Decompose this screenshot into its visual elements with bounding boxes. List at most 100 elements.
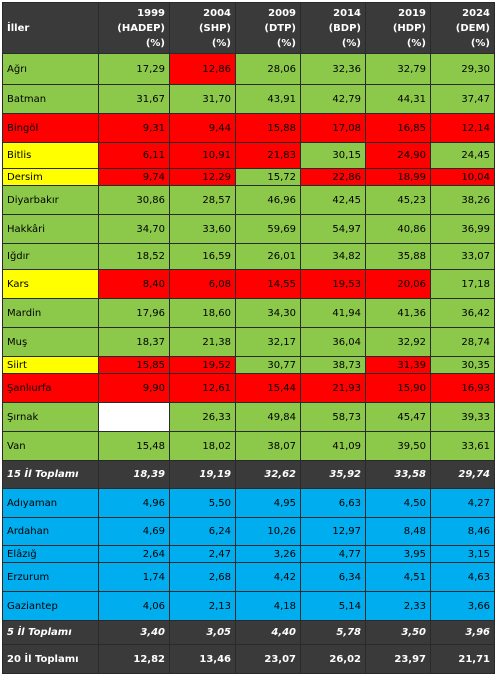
vote-share-cell: 10,26 — [235, 517, 301, 546]
province-name-cell: 15 İl Toplamı — [2, 460, 99, 489]
province-row: Ardahan 4,69 6,24 10,26 12,97 8,48 8,46 — [2, 517, 495, 546]
vote-share-cell: 29,74 — [430, 460, 495, 489]
province-name-cell: 5 İl Toplamı — [2, 620, 99, 645]
header-year: 2019 — [398, 7, 426, 19]
year-column-header: 2014 (BDP) (%) — [300, 2, 366, 54]
vote-share-cell: 4,63 — [430, 562, 495, 592]
vote-share-cell: 10,04 — [430, 168, 495, 186]
province-name-cell: Hakkâri — [2, 214, 99, 244]
province-row: Bingöl 9,31 9,44 15,88 17,08 16,85 12,14 — [2, 113, 495, 143]
vote-share-cell: 38,26 — [430, 185, 495, 215]
vote-share-cell: 40,86 — [365, 214, 431, 244]
header-unit: (%) — [470, 37, 490, 49]
vote-share-cell: 35,92 — [300, 460, 366, 489]
header-unit: (%) — [276, 37, 296, 49]
province-name-cell: Van — [2, 431, 99, 461]
province-name-cell: Ağrı — [2, 53, 99, 85]
vote-share-cell: 15,88 — [235, 113, 301, 143]
vote-share-cell: 19,53 — [300, 269, 366, 299]
vote-share-cell: 12,86 — [169, 53, 236, 85]
vote-share-cell: 4,27 — [430, 488, 495, 518]
vote-share-cell: 18,37 — [98, 327, 170, 357]
header-party: (HADEP) — [117, 22, 165, 34]
vote-share-cell: 16,85 — [365, 113, 431, 143]
vote-share-cell: 4,42 — [235, 562, 301, 592]
province-name-cell: Diyarbakır — [2, 185, 99, 215]
header-unit: (%) — [211, 37, 231, 49]
vote-share-cell: 32,92 — [365, 327, 431, 357]
vote-share-cell: 38,07 — [235, 431, 301, 461]
vote-share-cell: 12,97 — [300, 517, 366, 546]
province-name-cell: Şırnak — [2, 402, 99, 432]
vote-share-cell: 9,74 — [98, 168, 170, 186]
vote-share-cell: 24,90 — [365, 142, 431, 169]
vote-share-cell: 30,86 — [98, 185, 170, 215]
vote-share-cell: 36,99 — [430, 214, 495, 244]
header-year: 2024 — [462, 7, 490, 19]
year-column-header: 1999 (HADEP) (%) — [98, 2, 170, 54]
vote-share-cell: 6,08 — [169, 269, 236, 299]
vote-share-cell: 30,15 — [300, 142, 366, 169]
province-name-cell: Iğdır — [2, 243, 99, 270]
vote-share-cell: 32,79 — [365, 53, 431, 85]
vote-share-cell: 9,90 — [98, 373, 170, 403]
vote-share-cell: 17,08 — [300, 113, 366, 143]
vote-share-cell: 18,02 — [169, 431, 236, 461]
vote-share-cell: 3,26 — [235, 545, 301, 563]
vote-share-cell: 8,46 — [430, 517, 495, 546]
vote-share-cell: 13,46 — [169, 644, 236, 674]
vote-share-cell: 22,86 — [300, 168, 366, 186]
province-name-cell: Muş — [2, 327, 99, 357]
vote-share-cell: 15,90 — [365, 373, 431, 403]
vote-share-cell: 21,93 — [300, 373, 366, 403]
vote-share-cell: 3,95 — [365, 545, 431, 563]
province-row: Ağrı 17,29 12,86 28,06 32,36 32,79 29,30 — [2, 53, 495, 85]
province-name-cell: Bingöl — [2, 113, 99, 143]
vote-share-cell: 5,50 — [169, 488, 236, 518]
vote-share-cell: 36,42 — [430, 298, 495, 328]
province-name-cell: Dersim — [2, 168, 99, 186]
province-name-cell: Ardahan — [2, 517, 99, 546]
vote-share-cell: 41,94 — [300, 298, 366, 328]
vote-share-cell: 18,52 — [98, 243, 170, 270]
header-party: (BDP) — [328, 22, 361, 34]
vote-share-cell: 4,69 — [98, 517, 170, 546]
vote-share-cell: 6,24 — [169, 517, 236, 546]
vote-share-cell: 23,07 — [235, 644, 301, 674]
vote-share-cell: 3,15 — [430, 545, 495, 563]
vote-share-cell: 15,72 — [235, 168, 301, 186]
header-year: 2004 — [203, 7, 231, 19]
province-row: Erzurum 1,74 2,68 4,42 6,34 4,51 4,63 — [2, 562, 495, 592]
vote-share-cell: 4,40 — [235, 620, 301, 645]
results-table-wrapper: İller 1999 (HADEP) (%) 2004 (SHP) (%) 2009 (DTP… — [2, 2, 495, 674]
vote-share-cell: 33,58 — [365, 460, 431, 489]
vote-share-cell: 16,93 — [430, 373, 495, 403]
province-name-cell: Elâzığ — [2, 545, 99, 563]
vote-share-cell: 2,33 — [365, 591, 431, 621]
vote-share-cell: 28,74 — [430, 327, 495, 357]
province-name-cell: Bitlis — [2, 142, 99, 169]
header-row: İller 1999 (HADEP) (%) 2004 (SHP) (%) 2009 (DTP… — [2, 2, 495, 54]
province-name-cell: 20 İl Toplamı — [2, 644, 99, 674]
vote-share-cell: 32,62 — [235, 460, 301, 489]
province-column-header: İller — [2, 2, 99, 54]
vote-share-cell: 1,74 — [98, 562, 170, 592]
province-row: Bitlis 6,11 10,91 21,83 30,15 24,90 24,45 — [2, 142, 495, 169]
vote-share-cell: 46,96 — [235, 185, 301, 215]
province-name-cell: Siirt — [2, 356, 99, 374]
vote-share-cell: 14,55 — [235, 269, 301, 299]
vote-share-cell: 28,57 — [169, 185, 236, 215]
vote-share-cell: 30,35 — [430, 356, 495, 374]
header-year: 2009 — [268, 7, 296, 19]
vote-share-cell: 2,68 — [169, 562, 236, 592]
vote-share-cell: 34,82 — [300, 243, 366, 270]
total-row: 5 İl Toplamı 3,40 3,05 4,40 5,78 3,50 3,96 — [2, 620, 495, 645]
vote-share-cell: 2,13 — [169, 591, 236, 621]
vote-share-cell: 5,78 — [300, 620, 366, 645]
header-unit: (%) — [406, 37, 426, 49]
year-column-header: 2009 (DTP) (%) — [235, 2, 301, 54]
vote-share-cell: 45,23 — [365, 185, 431, 215]
vote-share-cell: 18,99 — [365, 168, 431, 186]
vote-share-cell: 12,14 — [430, 113, 495, 143]
province-row: Iğdır 18,52 16,59 26,01 34,82 35,88 33,07 — [2, 243, 495, 270]
